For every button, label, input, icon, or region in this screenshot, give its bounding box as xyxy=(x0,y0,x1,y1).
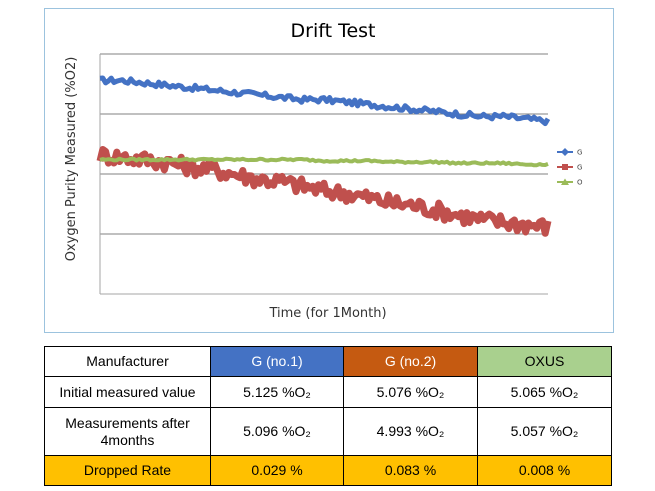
table-cell: 5.125 %O₂ xyxy=(210,376,344,408)
comparison-table: Manufacturer G (no.1) G (no.2) OXUS Init… xyxy=(44,346,612,486)
legend-label-1: G xyxy=(577,149,582,157)
gridlines xyxy=(99,53,548,295)
chart-frame: Drift Test Oxygen Purity Measured (%O2) … xyxy=(44,8,614,333)
table-cell: 0.083 % xyxy=(343,455,478,486)
legend-label-2: G xyxy=(577,164,582,172)
header-g-no1: G (no.1) xyxy=(210,346,344,377)
legend-marker-2 xyxy=(562,164,568,170)
legend-label-3: O xyxy=(577,179,583,187)
dropped-rate-row: Dropped Rate 0.029 % 0.083 % 0.008 % xyxy=(44,455,612,486)
table-cell: 5.076 %O₂ xyxy=(343,376,478,408)
chart-legend: GGO xyxy=(557,148,583,187)
table-cell: 4.993 %O₂ xyxy=(343,407,478,456)
table-cell: 5.065 %O₂ xyxy=(477,376,612,408)
plot-series xyxy=(96,75,552,237)
series-line-1 xyxy=(99,75,551,127)
header-g-no2: G (no.2) xyxy=(343,346,478,377)
row-label-dropped-rate: Dropped Rate xyxy=(44,455,211,486)
series-line-2 xyxy=(96,146,552,237)
table-row: Measurements after 4months 5.096 %O₂ 4.9… xyxy=(44,407,612,456)
header-oxus: OXUS xyxy=(477,346,612,377)
series-line-3 xyxy=(99,156,549,168)
row-label-after-4months: Measurements after 4months xyxy=(44,407,211,456)
table-cell: 5.057 %O₂ xyxy=(477,407,612,456)
y-axis-label: Oxygen Purity Measured (%O2) xyxy=(64,57,79,262)
table-cell: 0.008 % xyxy=(477,455,612,486)
table-cell: 0.029 % xyxy=(210,455,344,486)
x-axis-label: Time (for 1Month) xyxy=(268,306,386,321)
table-header-row: Manufacturer G (no.1) G (no.2) OXUS xyxy=(44,346,612,377)
header-manufacturer: Manufacturer xyxy=(44,346,211,377)
legend-marker-1 xyxy=(561,148,569,156)
chart-title: Drift Test xyxy=(291,20,376,42)
drift-test-chart: Drift Test Oxygen Purity Measured (%O2) … xyxy=(64,20,583,321)
table-row: Initial measured value 5.125 %O₂ 5.076 %… xyxy=(44,376,612,408)
row-label-initial: Initial measured value xyxy=(44,376,211,408)
table-cell: 5.096 %O₂ xyxy=(210,407,344,456)
legend-marker-3 xyxy=(561,178,569,185)
